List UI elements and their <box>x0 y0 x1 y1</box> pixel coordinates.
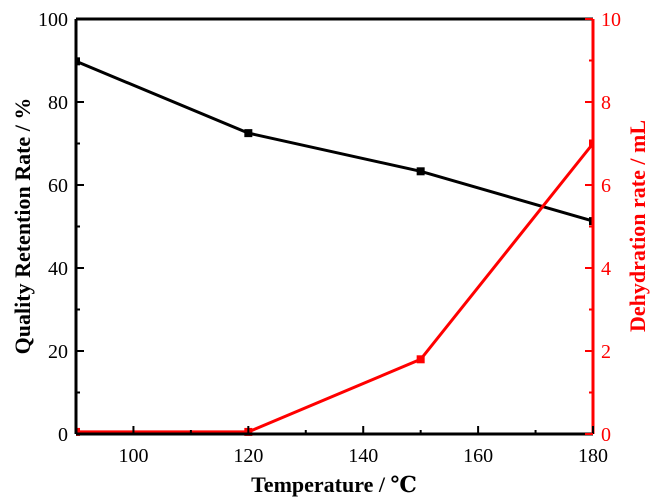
data-point-right <box>416 355 425 364</box>
y-right-tick-label: 6 <box>601 175 611 197</box>
data-point-left <box>416 167 425 176</box>
y-left-tick-label: 60 <box>48 175 68 197</box>
data-point-right <box>76 427 80 436</box>
x-tick-label: 140 <box>348 445 378 467</box>
x-tick-label: 100 <box>118 445 148 467</box>
series-line-right <box>76 142 593 434</box>
data-point-left <box>244 129 253 138</box>
x-axis-title: Temperature / ℃ <box>251 472 417 497</box>
x-tick-label: 160 <box>463 445 493 467</box>
y-left-tick-label: 40 <box>48 258 68 280</box>
y-right-tick-label: 8 <box>601 92 611 114</box>
y-left-axis-title: Quality Retention Rate / % <box>10 98 35 355</box>
y-left-tick-label: 80 <box>48 92 68 114</box>
y-right-axis-title: Dehydration rate / mL <box>625 120 650 332</box>
y-right-tick-label: 4 <box>601 258 611 280</box>
y-left-tick-label: 20 <box>48 341 68 363</box>
x-tick-label: 120 <box>233 445 263 467</box>
data-point-left <box>589 217 593 226</box>
x-tick-label: 180 <box>578 445 608 467</box>
y-right-tick-label: 10 <box>601 9 621 31</box>
y-left-tick-label: 100 <box>38 9 68 31</box>
y-right-tick-label: 0 <box>601 424 611 446</box>
y-right-tick-label: 2 <box>601 341 611 363</box>
series-line-left <box>76 59 593 223</box>
y-left-tick-label: 0 <box>58 424 68 446</box>
plot-area <box>76 57 593 436</box>
